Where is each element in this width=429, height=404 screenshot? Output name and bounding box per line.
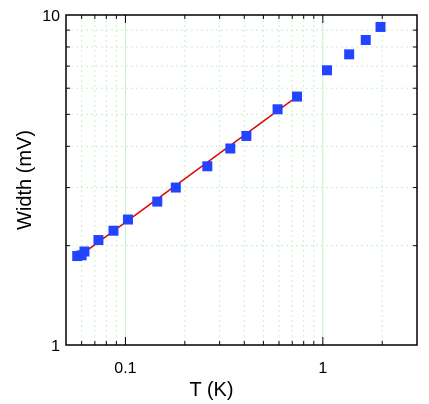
data-point [225,143,236,154]
data-points [72,21,386,262]
data-point [79,246,90,257]
y-tick-label-10: 10 [42,8,60,25]
data-point [170,182,181,193]
data-point [375,21,386,32]
data-point [360,34,371,45]
data-point [93,235,104,246]
data-point [202,161,213,172]
x-tick-label-1: 1 [318,360,327,377]
plot-frame [65,14,418,346]
data-point [152,196,163,207]
y-tick-label-1: 1 [51,338,60,355]
data-point [241,130,252,141]
data-point [292,91,303,102]
data-point [272,104,283,115]
data-point [122,214,133,225]
grid [65,15,418,345]
data-point [322,65,333,76]
plot-background [66,15,417,345]
data-point [108,225,119,236]
data-point [344,49,355,60]
x-tick-label-0.1: 0.1 [114,360,136,377]
x-axis-label: T (K) [189,379,233,401]
y-axis-label: Width (mV) [14,130,36,230]
